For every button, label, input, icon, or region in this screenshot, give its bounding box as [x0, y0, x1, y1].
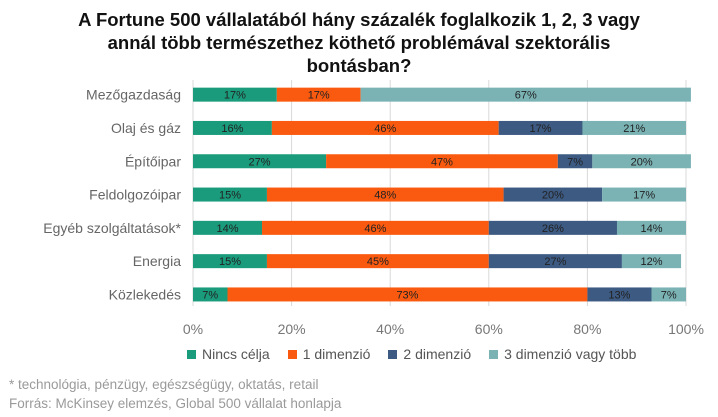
- x-tick-label: 40%: [376, 321, 404, 337]
- bar-segment: [276, 87, 361, 102]
- x-tick-label: 20%: [278, 321, 306, 337]
- legend-label: 1 dimenzió: [302, 346, 371, 362]
- legend-item-3-dimenzio: 3 dimenzió vagy több: [489, 346, 636, 362]
- chart-title-line-1: A Fortune 500 vállalatából hány százalék…: [78, 9, 640, 30]
- data-label: 26%: [542, 223, 564, 235]
- bar-segment: [592, 154, 691, 169]
- legend-swatch: [489, 349, 499, 359]
- bar-segment: [266, 254, 489, 269]
- data-label: 45%: [367, 256, 389, 268]
- data-label: 20%: [542, 190, 564, 202]
- data-label: 14%: [640, 223, 662, 235]
- bar-segment: [498, 120, 583, 135]
- x-tick-label: 0%: [183, 321, 203, 337]
- legend-item-nincs-celja: Nincs célja: [187, 346, 270, 362]
- x-tick-label: 60%: [475, 321, 503, 337]
- x-tick-label: 80%: [573, 321, 601, 337]
- data-label: 17%: [633, 190, 655, 202]
- bar-segment: [193, 287, 228, 302]
- footnote-source: Forrás: McKinsey elemzés, Global 500 vál…: [9, 396, 342, 411]
- category-label: Feldolgozóipar: [89, 187, 181, 203]
- data-label: 20%: [631, 156, 653, 168]
- data-label: 7%: [567, 156, 583, 168]
- bar-segment: [651, 287, 686, 302]
- footnotes: * technológia, pénzügy, egészségügy, okt…: [9, 375, 341, 413]
- legend-label: Nincs célja: [202, 346, 270, 362]
- bar-segment: [193, 254, 267, 269]
- bar-segment: [227, 287, 588, 302]
- data-label: 14%: [216, 223, 238, 235]
- footnote-sectors: * technológia, pénzügy, egészségügy, okt…: [9, 377, 319, 392]
- bar-segment: [193, 154, 327, 169]
- bar-segment: [193, 187, 267, 202]
- chart-title-line-3: bontásban?: [306, 55, 412, 76]
- bar-segment: [360, 87, 691, 102]
- chart-title-line-2: annál több természethez köthető problémá…: [107, 32, 611, 53]
- legend-item-1-dimenzio: 1 dimenzió: [287, 346, 371, 362]
- data-label: 27%: [544, 256, 566, 268]
- bar-segment: [602, 187, 686, 202]
- bar-segment: [271, 120, 499, 135]
- data-label: 17%: [308, 90, 330, 102]
- chart-legend: Nincs célja 1 dimenzió 2 dimenzió 3 dime…: [187, 346, 636, 362]
- chart-title: A Fortune 500 vállalatából hány százalék…: [0, 8, 718, 77]
- legend-label: 3 dimenzió vagy több: [504, 346, 637, 362]
- bar-segment: [193, 87, 277, 102]
- legend-item-2-dimenzio: 2 dimenzió: [388, 346, 471, 362]
- data-label: 67%: [515, 90, 537, 102]
- legend-swatch: [287, 349, 297, 359]
- bar-segment: [503, 187, 603, 202]
- category-label: Olaj és gáz: [111, 120, 181, 136]
- category-label: Mezőgazdaság: [86, 87, 181, 103]
- data-label: 47%: [431, 156, 453, 168]
- legend-label: 2 dimenzió: [403, 346, 472, 362]
- data-label: 48%: [374, 190, 396, 202]
- data-label: 27%: [249, 156, 271, 168]
- bar-segment: [262, 220, 489, 235]
- bar-segment: [587, 287, 652, 302]
- data-label: 73%: [396, 289, 418, 301]
- data-label: 15%: [219, 190, 241, 202]
- bar-segment: [621, 254, 682, 269]
- bar-segment: [326, 154, 558, 169]
- data-label: 16%: [221, 123, 243, 135]
- bar-segment: [488, 220, 617, 235]
- data-label: 13%: [608, 289, 630, 301]
- legend-swatch: [187, 349, 196, 359]
- category-label: Építőipar: [125, 153, 181, 169]
- bar-segment: [582, 120, 686, 135]
- category-label: Energia: [133, 253, 181, 269]
- data-label: 7%: [661, 289, 677, 301]
- bar-segment: [616, 220, 686, 235]
- category-label: Egyéb szolgáltatások*: [43, 220, 181, 236]
- data-label: 17%: [530, 123, 552, 135]
- legend-swatch: [388, 349, 398, 359]
- data-label: 12%: [640, 256, 662, 268]
- data-label: 17%: [224, 90, 246, 102]
- bar-segment: [193, 220, 263, 235]
- data-label: 46%: [374, 123, 396, 135]
- bar-segment: [557, 154, 593, 169]
- bar-segment: [266, 187, 504, 202]
- data-label: 15%: [219, 256, 241, 268]
- data-label: 7%: [202, 289, 218, 301]
- bar-segment: [488, 254, 622, 269]
- x-tick-label: 100%: [668, 321, 704, 337]
- bar-segment: [193, 120, 272, 135]
- data-label: 46%: [364, 223, 386, 235]
- data-label: 21%: [623, 123, 645, 135]
- category-label: Közlekedés: [109, 286, 181, 302]
